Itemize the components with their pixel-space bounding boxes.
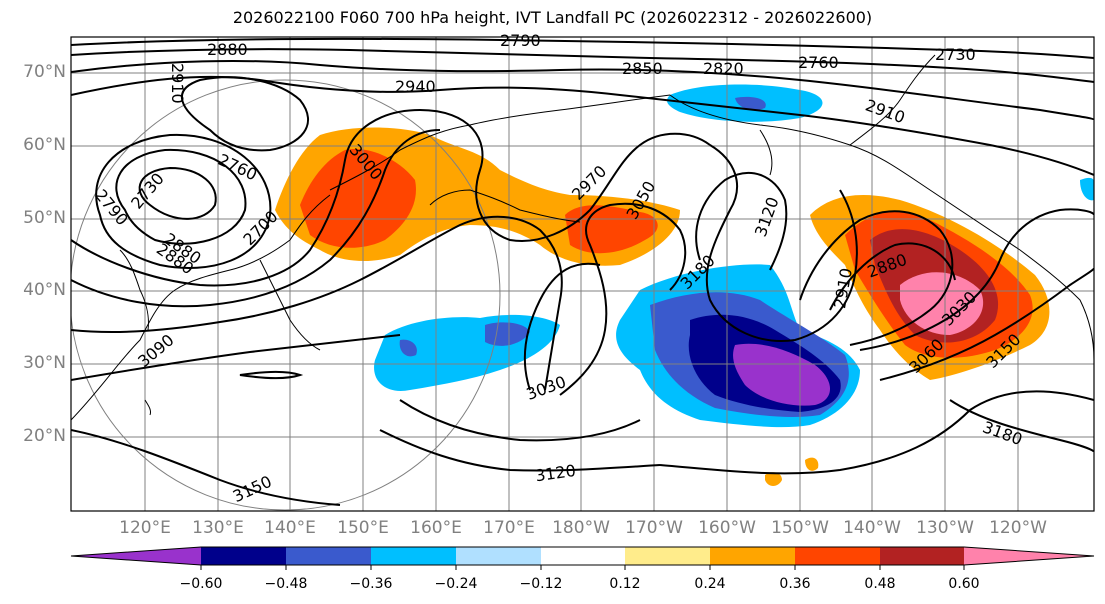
contour-label: 2820: [703, 59, 744, 78]
colorbar-segment: [541, 547, 625, 565]
map-frame: [70, 36, 1095, 512]
contour-label: 2850: [622, 59, 663, 78]
ivt-negative-spot-west: [485, 322, 530, 346]
contour-label: 2760: [798, 53, 839, 72]
colorbar-segment: [795, 547, 880, 565]
colorbar-segment: [286, 547, 371, 565]
colorbar-tick-label: 0.48: [864, 576, 896, 592]
colorbar-segment: [201, 547, 286, 565]
ivt-negative-edge-east: [1080, 177, 1094, 201]
ivt-positive-core-west: [300, 149, 416, 248]
lat-label: 50°N: [23, 208, 66, 228]
lon-label: 170°W: [625, 518, 683, 538]
ivt-positive-patch-south2: [805, 457, 819, 471]
map-title: 2026022100 F060 700 hPa height, IVT Land…: [232, 8, 873, 27]
contour-label: 2880: [207, 40, 248, 59]
lat-label: 30°N: [23, 353, 66, 373]
ivt-positive-patch-south: [765, 472, 782, 486]
contour-label: 2790: [500, 31, 541, 50]
ivt-negative-spot-west2: [399, 339, 417, 357]
ivt-negative-peak-central: [733, 343, 830, 406]
colorbar-tick-label: −0.48: [264, 576, 308, 592]
ivt-positive-peak-east: [900, 272, 984, 335]
lon-label: 140°E: [264, 518, 316, 538]
lon-label: 160°E: [410, 518, 462, 538]
colorbar-tick-label: −0.60: [179, 576, 223, 592]
colorbar-tick-label: −0.24: [434, 576, 478, 592]
colorbar-segment: [371, 547, 456, 565]
lon-label: 150°W: [771, 518, 829, 538]
lat-label: 60°N: [23, 135, 66, 155]
height-contours: [71, 37, 1094, 506]
colorbar-tick-label: 0.24: [694, 576, 726, 592]
colorbar-extend-low: [71, 547, 201, 565]
colorbar-segment: [880, 547, 964, 565]
lon-label: 130°E: [192, 518, 244, 538]
lat-label: 20°N: [23, 426, 66, 446]
colorbar-tick-label: 0.60: [948, 576, 980, 592]
lat-label: 70°N: [23, 62, 66, 82]
colorbar-segment: [710, 547, 795, 565]
colorbar-tick-label: 0.36: [779, 576, 811, 592]
colorbar-segment: [456, 547, 541, 565]
ivt-shading: [275, 84, 1094, 486]
lon-label: 140°W: [843, 518, 901, 538]
lon-label: 130°W: [916, 518, 974, 538]
contour-label: 2910: [168, 63, 187, 104]
lon-label: 170°E: [483, 518, 535, 538]
lon-label: 160°W: [698, 518, 756, 538]
lon-label: 120°E: [119, 518, 171, 538]
lat-label: 40°N: [23, 280, 66, 300]
lon-label: 150°E: [337, 518, 389, 538]
colorbar-extend-high: [964, 547, 1094, 565]
ivt-negative-spot-north: [735, 96, 766, 110]
lon-label: 180°W: [552, 518, 610, 538]
graticule: [71, 37, 1094, 511]
colorbar-tick-label: 0.12: [609, 576, 641, 592]
lon-label: 120°W: [989, 518, 1047, 538]
coastlines: [71, 54, 1094, 421]
contour-label: 2940: [395, 77, 436, 96]
colorbar-tick-label: −0.12: [519, 576, 563, 592]
contour-label: 2730: [935, 45, 976, 64]
colorbar-tick-label: −0.36: [349, 576, 393, 592]
colorbar: [70, 546, 1095, 570]
colorbar-segment: [625, 547, 710, 565]
